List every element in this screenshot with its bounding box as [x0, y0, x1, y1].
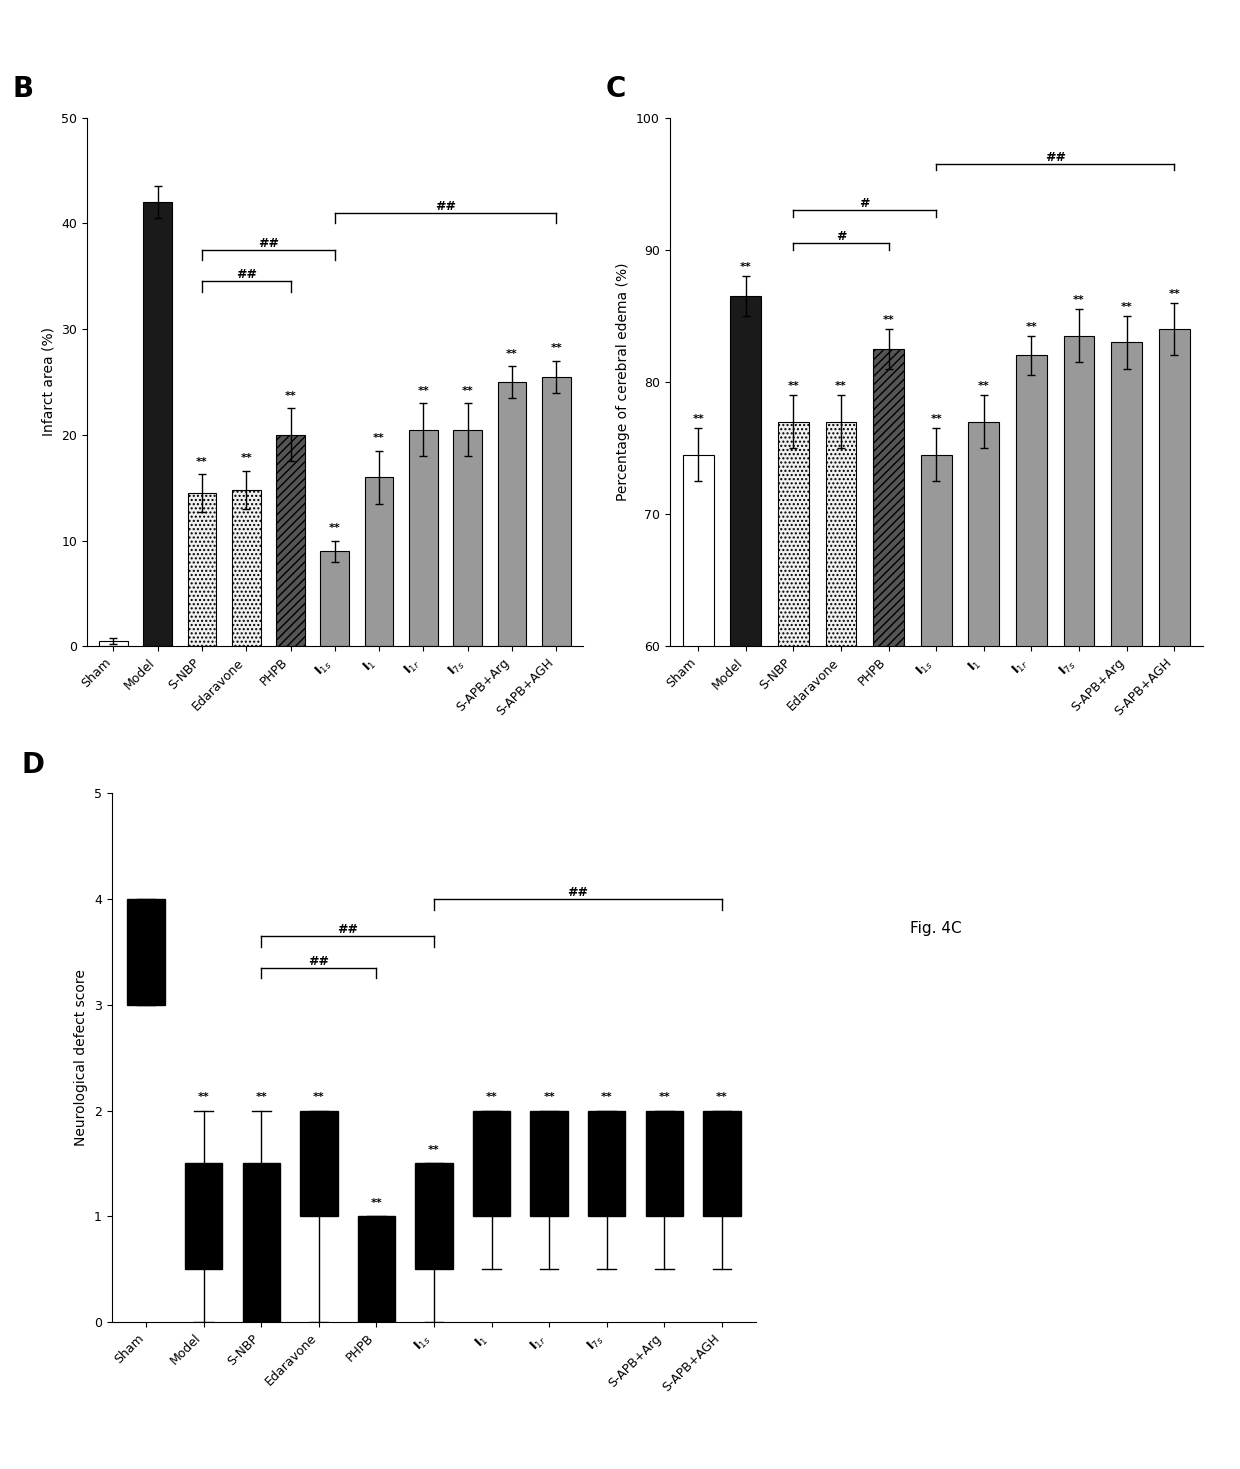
- Text: **: **: [506, 348, 518, 358]
- Text: **: **: [930, 414, 942, 425]
- Text: **: **: [241, 454, 252, 463]
- Bar: [320, 551, 350, 646]
- Text: **: **: [1025, 322, 1038, 332]
- Bar: [1064, 335, 1095, 1440]
- PathPatch shape: [588, 1111, 625, 1216]
- Text: ##: ##: [1045, 151, 1065, 163]
- Text: ##: ##: [258, 237, 279, 250]
- PathPatch shape: [703, 1111, 740, 1216]
- Y-axis label: Percentage of cerebral edema (%): Percentage of cerebral edema (%): [616, 263, 630, 501]
- Bar: [542, 376, 570, 646]
- Y-axis label: Infarct area (%): Infarct area (%): [41, 328, 56, 436]
- Text: **: **: [787, 380, 800, 391]
- Text: D: D: [21, 751, 45, 779]
- Bar: [187, 494, 216, 646]
- Text: B: B: [12, 75, 33, 103]
- PathPatch shape: [531, 1111, 568, 1216]
- Text: ##: ##: [236, 269, 257, 282]
- Text: **: **: [255, 1091, 267, 1102]
- Text: #: #: [859, 197, 870, 210]
- Text: **: **: [658, 1091, 670, 1102]
- Bar: [730, 295, 761, 1440]
- PathPatch shape: [243, 1163, 280, 1322]
- PathPatch shape: [646, 1111, 683, 1216]
- Bar: [365, 477, 393, 646]
- Text: ##: ##: [337, 923, 358, 936]
- Text: **: **: [1073, 295, 1085, 306]
- Text: **: **: [601, 1091, 613, 1102]
- Bar: [144, 203, 172, 646]
- Text: **: **: [196, 457, 208, 467]
- Bar: [1111, 342, 1142, 1440]
- Text: **: **: [1121, 301, 1132, 311]
- Text: **: **: [312, 1091, 325, 1102]
- Text: **: **: [461, 386, 474, 395]
- Bar: [826, 422, 857, 1440]
- Bar: [777, 422, 808, 1440]
- Text: **: **: [1168, 288, 1180, 298]
- Text: C: C: [605, 75, 626, 103]
- PathPatch shape: [128, 899, 165, 1005]
- Text: **: **: [715, 1091, 728, 1102]
- Bar: [1016, 355, 1047, 1440]
- Text: **: **: [418, 386, 429, 395]
- Text: ##: ##: [435, 200, 456, 213]
- Bar: [968, 422, 999, 1440]
- PathPatch shape: [300, 1111, 337, 1216]
- PathPatch shape: [415, 1163, 453, 1269]
- Bar: [497, 382, 526, 646]
- PathPatch shape: [472, 1111, 511, 1216]
- Text: **: **: [373, 433, 384, 444]
- Bar: [1158, 329, 1189, 1440]
- Text: ##: ##: [309, 955, 330, 968]
- Text: ##: ##: [568, 886, 589, 899]
- Text: **: **: [329, 523, 341, 533]
- Bar: [99, 640, 128, 646]
- Bar: [454, 429, 482, 646]
- Text: **: **: [198, 1091, 210, 1102]
- Bar: [409, 429, 438, 646]
- Text: **: **: [543, 1091, 556, 1102]
- Text: **: **: [551, 344, 562, 354]
- Text: Fig. 4C: Fig. 4C: [910, 921, 962, 936]
- Text: **: **: [486, 1091, 497, 1102]
- Bar: [873, 348, 904, 1440]
- Text: **: **: [285, 391, 296, 401]
- Bar: [277, 435, 305, 646]
- PathPatch shape: [185, 1163, 222, 1269]
- Text: **: **: [883, 314, 894, 325]
- Text: #: #: [836, 231, 846, 242]
- Bar: [232, 489, 260, 646]
- Text: Fig. 4B: Fig. 4B: [309, 921, 361, 936]
- Text: **: **: [740, 261, 751, 272]
- PathPatch shape: [357, 1216, 396, 1322]
- Y-axis label: Neurological defect score: Neurological defect score: [74, 970, 88, 1146]
- Text: **: **: [428, 1144, 440, 1155]
- Bar: [683, 454, 714, 1440]
- Bar: [921, 454, 951, 1440]
- Text: **: **: [835, 380, 847, 391]
- Text: **: **: [978, 380, 990, 391]
- Text: **: **: [692, 414, 704, 425]
- Text: **: **: [371, 1197, 382, 1208]
